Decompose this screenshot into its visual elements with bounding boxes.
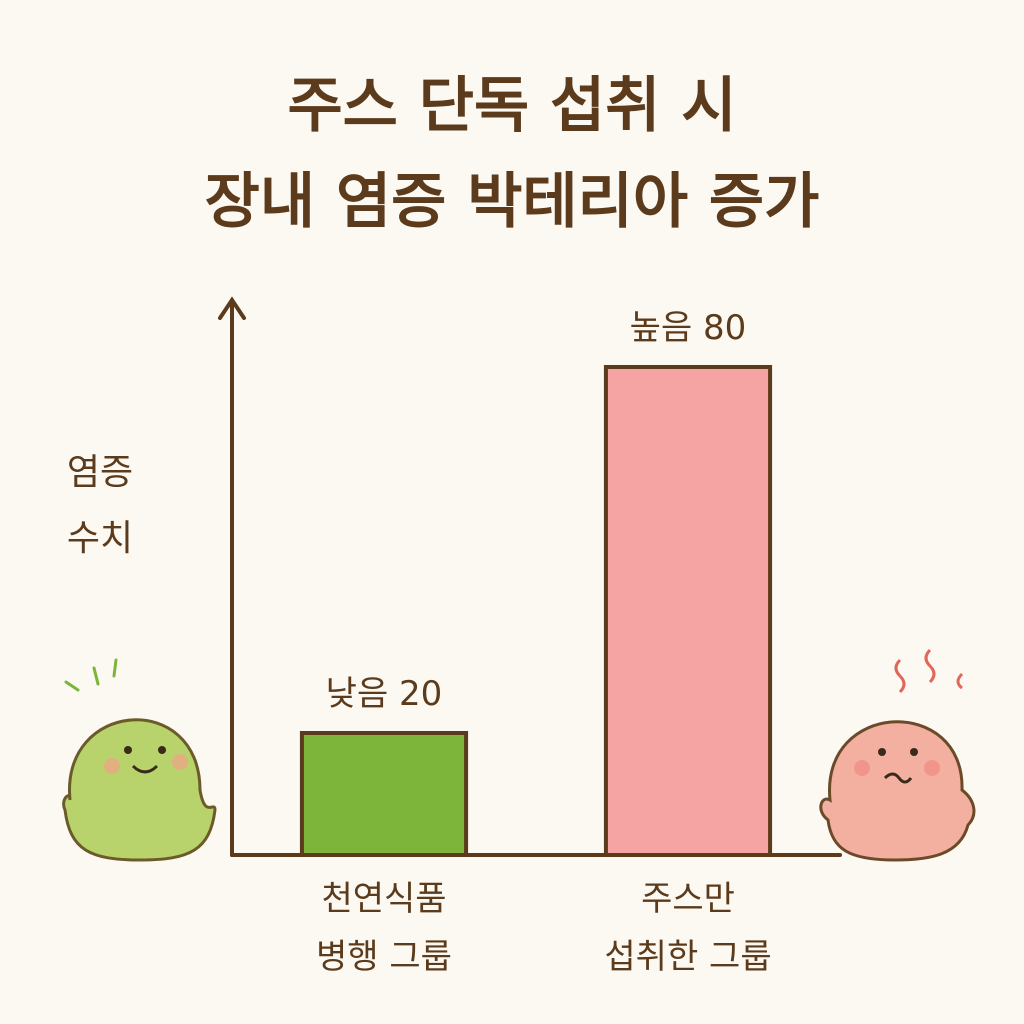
x-tick-label: 주스만 섭취한 그룹 — [604, 879, 772, 977]
value-label: 낮음 20 — [326, 674, 443, 714]
sad-character — [819, 648, 976, 862]
value-label: 높음 80 — [630, 308, 747, 348]
chart-title: 주스 단독 섭취 시 장내 염증 박테리아 증가 — [204, 71, 820, 237]
y-axis-label: 염증 수치 — [66, 452, 134, 559]
x-tick-label: 천연식품 병행 그룹 — [316, 879, 452, 977]
bar — [603, 365, 773, 857]
y-axis — [218, 296, 246, 857]
bar — [299, 731, 469, 857]
happy-character — [62, 658, 217, 862]
